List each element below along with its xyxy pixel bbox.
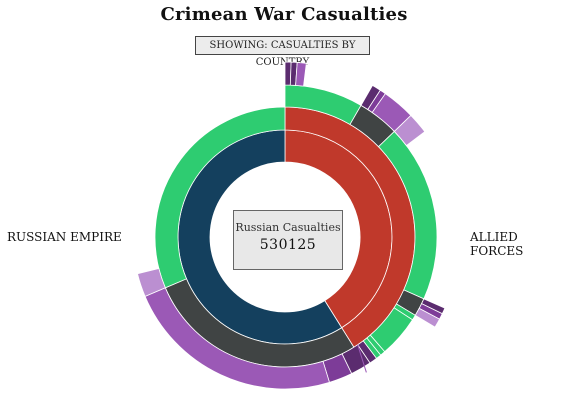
segment-leader-line bbox=[357, 344, 367, 373]
sunburst-segment-ring3-17[interactable] bbox=[137, 267, 166, 297]
center-value: 530125 bbox=[259, 237, 317, 253]
russian-empire-label[interactable]: RUSSIAN EMPIRE bbox=[7, 230, 122, 244]
view-toggle-button[interactable]: SHOWING: CASUALTIES BY COUNTRY bbox=[195, 36, 370, 68]
sunburst-segment-ring4-24[interactable] bbox=[393, 114, 426, 147]
sunburst-segment-ring4-20[interactable] bbox=[295, 61, 307, 87]
sunburst-segment-ring4-27[interactable] bbox=[414, 307, 441, 328]
center-summary: Russian Casualties 530125 bbox=[233, 210, 343, 270]
center-label: Russian Casualties bbox=[235, 221, 341, 234]
allied-forces-label[interactable]: ALLIED FORCES bbox=[470, 230, 524, 258]
page-title: Crimean War Casualties bbox=[160, 4, 408, 25]
